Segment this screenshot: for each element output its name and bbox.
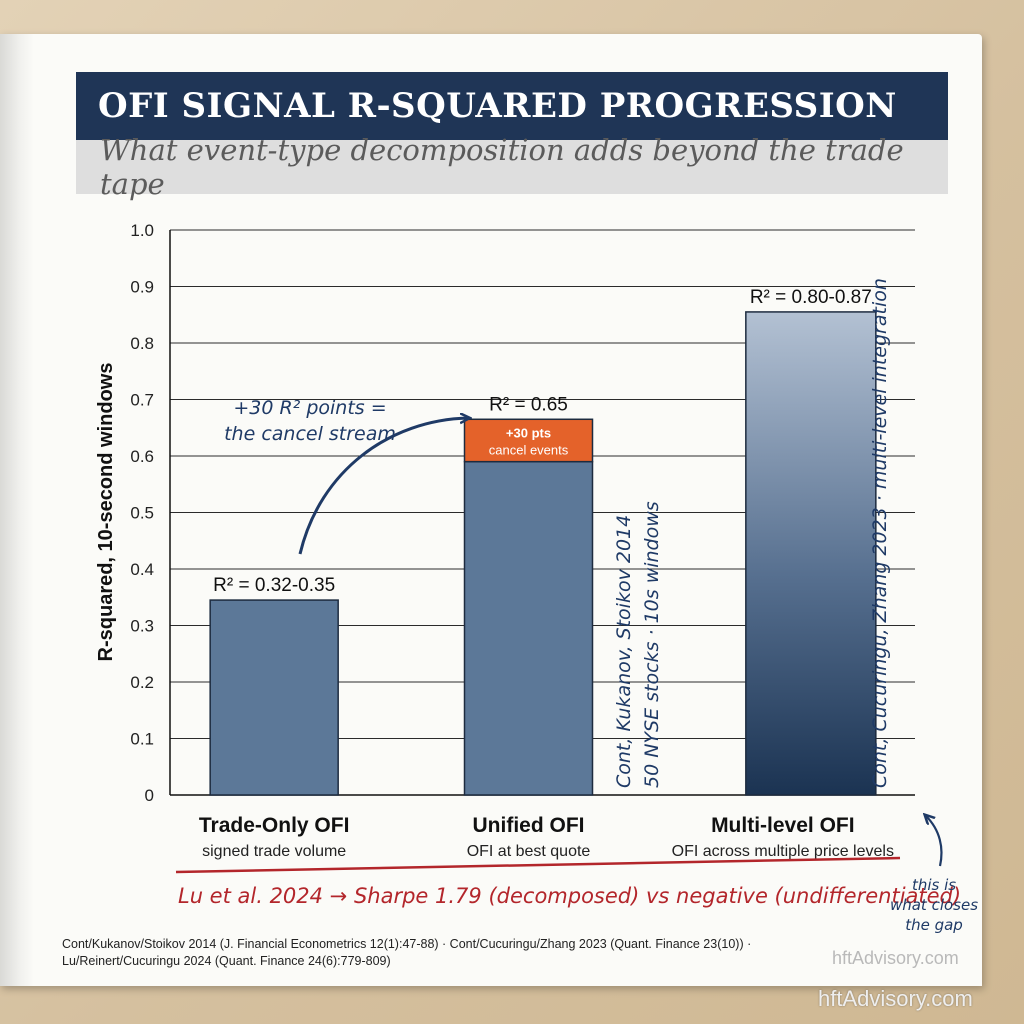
x-category-subtitle: OFI across multiple price levels (672, 843, 894, 860)
bottom-note: Lu et al. 2024 → Sharpe 1.79 (decomposed… (178, 884, 961, 908)
source-unified-line1: Cont, Kukanov, Stoikov 2014 (613, 515, 635, 788)
segment-label-line1: +30 pts (506, 425, 551, 440)
y-tick-label: 0.9 (130, 278, 154, 297)
side-note-line3: the gap (905, 916, 963, 934)
subtitle-bar: What event-type decomposition adds beyon… (76, 133, 948, 201)
title-bar: OFI SIGNAL R-SQUARED PROGRESSION (76, 72, 948, 140)
y-tick-label: 0.8 (130, 334, 154, 353)
chart-labels: 1.0 0.9 0.8 0.7 0.6 0.5 0.4 0.3 0.2 0.1 0 R² = 0.32… (130, 221, 894, 860)
arrow-note-line1: +30 R² points = (233, 397, 386, 419)
citation-line1: Cont/Kukanov/Stoikov 2014 (J. Financial … (62, 937, 752, 951)
y-tick-label: 0.3 (130, 617, 154, 636)
brand-label: hftAdvisory.com (832, 948, 959, 968)
y-tick-label: 0 (145, 786, 154, 805)
segment-label-line2: cancel events (489, 442, 569, 457)
watermark-logo: hftAdvisory.com (818, 986, 973, 1011)
y-tick-label: 0.1 (130, 730, 154, 749)
page-curl (0, 34, 34, 986)
y-tick-label: 0.7 (130, 391, 154, 410)
side-note-arrow (926, 816, 943, 867)
citation: Cont/Kukanov/Stoikov 2014 (J. Financial … (62, 936, 842, 970)
y-tick-label: 0.4 (130, 560, 154, 579)
bar-unified-ofi (463, 460, 594, 796)
x-category-subtitle: signed trade volume (202, 843, 346, 860)
y-tick-label: 1.0 (130, 221, 154, 240)
value-label: R² = 0.80-0.87 (750, 287, 872, 308)
y-tick-label: 0.5 (130, 504, 154, 523)
bars (209, 311, 877, 796)
arrow-note-line2: the cancel stream (224, 423, 396, 445)
bar-multi-level-ofi (745, 311, 877, 796)
bar-trade-only-ofi (209, 599, 339, 796)
value-label: R² = 0.32-0.35 (213, 575, 335, 596)
y-tick-label: 0.2 (130, 673, 154, 692)
source-multilevel: Cont, Cucuringu, Zhang 2023 · multi-leve… (869, 278, 891, 788)
y-axis-label: R-squared, 10-second windows (95, 363, 117, 662)
chart-subtitle: What event-type decomposition adds beyon… (100, 133, 904, 201)
side-note-line1: this is (912, 876, 956, 894)
cancel-stream-arrow (298, 418, 468, 555)
side-note-line2: what closes (890, 896, 978, 914)
x-category-label: Multi-level OFI (711, 814, 855, 837)
x-category-label: Trade-Only OFI (199, 814, 350, 837)
chart-title: OFI SIGNAL R-SQUARED PROGRESSION (98, 86, 897, 126)
value-label: R² = 0.65 (489, 394, 568, 415)
y-tick-label: 0.6 (130, 447, 154, 466)
bar-segment-cancel-events (463, 418, 594, 463)
x-category-label: Unified OFI (473, 814, 585, 837)
citation-line2: Lu/Reinert/Cucuringu 2024 (Quant. Financ… (62, 954, 391, 968)
red-underline (175, 856, 901, 874)
x-category-subtitle: OFI at best quote (467, 843, 591, 860)
source-unified-line2: 50 NYSE stocks · 10s windows (641, 501, 663, 788)
